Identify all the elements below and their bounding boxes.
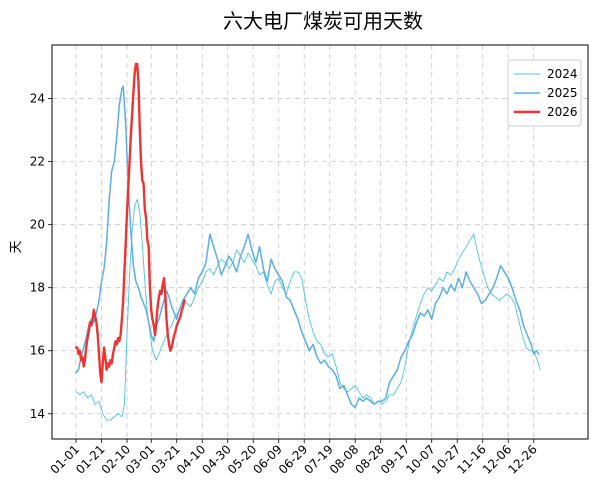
legend-box (507, 59, 582, 127)
series-layer (74, 62, 541, 421)
legend-label-2026: 2026 (547, 105, 578, 119)
series-line-2025 (75, 85, 540, 409)
y-tick-label: 16 (30, 344, 45, 358)
legend: 2024 2025 2026 (507, 59, 582, 127)
series-line-2024 (75, 198, 541, 421)
y-tick-label: 24 (30, 92, 45, 106)
legend-label-2025: 2025 (547, 86, 578, 100)
legend-label-2024: 2024 (547, 67, 578, 81)
x-tick-label: 12-26 (505, 442, 540, 477)
y-tick-label: 18 (30, 281, 45, 295)
y-tick-label: 14 (30, 407, 45, 421)
y-tick-label: 20 (30, 218, 45, 232)
plot-frame (51, 44, 589, 440)
grid (52, 45, 588, 439)
y-tick-label: 22 (30, 155, 45, 169)
series-line-2026 (74, 62, 186, 384)
y-axis-label: 天 (9, 240, 24, 253)
chart-title: 六大电厂煤炭可用天数 (223, 9, 423, 33)
